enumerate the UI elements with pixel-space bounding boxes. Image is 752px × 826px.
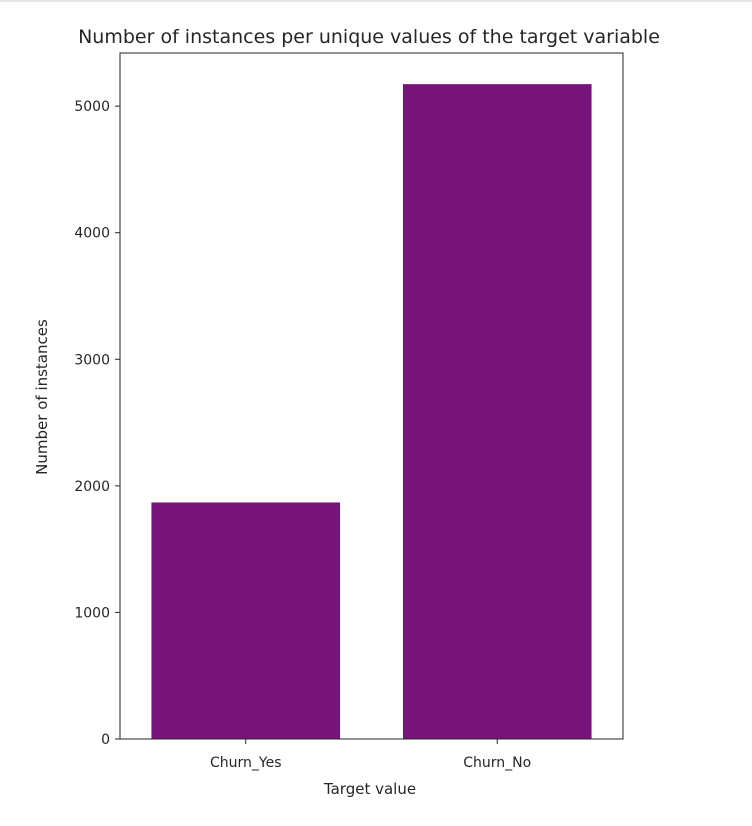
y-axis-ticks: 0 1000 2000 3000 4000 5000	[74, 99, 120, 748]
y-tick-label: 0	[101, 732, 110, 748]
y-axis-label: Number of instances	[33, 319, 51, 475]
y-tick-label: 1000	[74, 605, 110, 621]
plot-frame	[119, 52, 624, 740]
top-divider	[0, 0, 752, 2]
x-axis-label: Target value	[323, 780, 416, 798]
y-tick-label: 3000	[74, 352, 110, 368]
bar-churn-no	[402, 84, 592, 739]
y-tick-label: 4000	[74, 226, 110, 242]
chart-title: Number of instances per unique values of…	[78, 26, 660, 48]
x-tick-label: Churn_No	[463, 755, 531, 771]
bars-layer	[151, 84, 592, 739]
y-tick-label: 5000	[74, 99, 110, 115]
x-axis-ticks: Churn_Yes Churn_No	[210, 739, 531, 771]
x-tick-label: Churn_Yes	[210, 755, 282, 771]
y-tick-label: 2000	[74, 479, 110, 495]
bar-churn-yes	[151, 502, 341, 739]
